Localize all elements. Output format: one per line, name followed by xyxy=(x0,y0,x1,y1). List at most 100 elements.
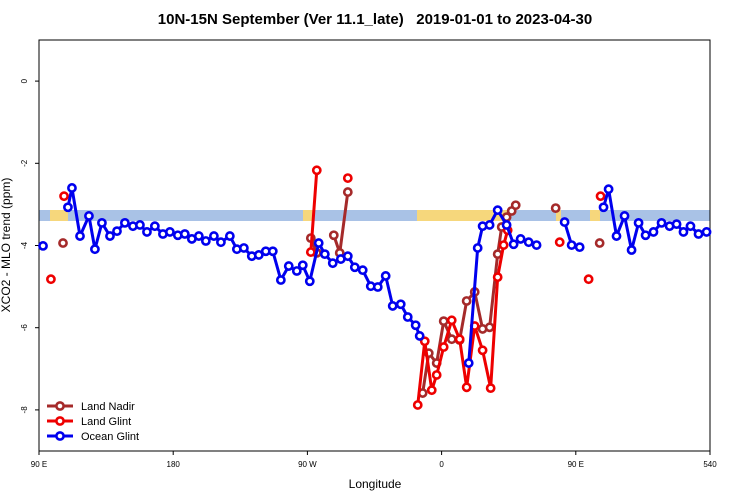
point xyxy=(446,315,457,326)
point xyxy=(485,383,496,394)
land-ocean-band xyxy=(39,210,710,221)
point xyxy=(431,370,442,380)
point xyxy=(648,227,659,237)
legend-label: Land Glint xyxy=(81,416,131,428)
point xyxy=(342,173,353,183)
chart-title: 10N-15N September (Ver 11.1_late) 2019-0… xyxy=(158,11,592,28)
point xyxy=(626,245,637,255)
point xyxy=(200,236,211,246)
point xyxy=(492,272,503,283)
legend-marker xyxy=(55,401,65,411)
y-tick-label: -6 xyxy=(20,324,29,332)
x-tick-label: 180 xyxy=(167,460,181,469)
point xyxy=(515,234,526,244)
point xyxy=(209,231,219,241)
legend-marker xyxy=(55,416,65,426)
point xyxy=(395,299,406,310)
point xyxy=(410,320,421,331)
x-tick-label: 540 xyxy=(703,460,717,469)
point xyxy=(611,231,622,241)
point xyxy=(342,187,353,197)
point xyxy=(90,244,100,255)
point xyxy=(380,271,391,281)
series xyxy=(46,165,606,410)
legend-label: Land Nadir xyxy=(81,401,135,413)
point xyxy=(492,205,503,216)
point xyxy=(193,231,204,241)
point xyxy=(438,342,449,352)
point xyxy=(484,322,495,333)
point xyxy=(414,331,425,341)
point xyxy=(454,334,465,345)
point xyxy=(305,247,316,257)
point xyxy=(619,211,630,221)
point xyxy=(119,217,130,228)
point xyxy=(412,400,423,410)
point xyxy=(463,358,474,368)
point xyxy=(633,217,644,228)
point xyxy=(583,274,594,285)
point xyxy=(510,200,521,211)
point xyxy=(678,227,689,237)
point xyxy=(305,233,316,244)
point xyxy=(84,211,94,221)
point xyxy=(253,250,264,260)
point xyxy=(105,231,115,241)
point xyxy=(387,301,398,311)
point xyxy=(693,229,704,239)
point xyxy=(640,230,651,241)
point xyxy=(484,220,495,230)
y-tick-label: -8 xyxy=(20,406,29,414)
point xyxy=(701,227,712,237)
point xyxy=(328,230,339,241)
point xyxy=(671,219,682,230)
point xyxy=(313,238,324,248)
land-patch xyxy=(417,210,510,221)
point xyxy=(508,239,519,250)
point xyxy=(656,217,667,228)
point xyxy=(501,220,512,230)
point xyxy=(267,246,278,257)
point xyxy=(179,229,190,239)
legend-marker xyxy=(55,431,65,441)
point xyxy=(438,316,449,327)
point xyxy=(224,231,235,241)
point xyxy=(598,202,609,213)
land-patch xyxy=(303,210,313,221)
land-patch xyxy=(50,210,68,221)
point xyxy=(304,276,315,287)
point xyxy=(595,191,606,202)
point xyxy=(559,217,570,227)
point xyxy=(311,165,322,176)
point xyxy=(46,274,56,285)
point xyxy=(165,227,175,237)
legend-label: Ocean Glint xyxy=(81,431,139,443)
land-patch xyxy=(556,210,561,221)
point xyxy=(216,237,226,248)
series xyxy=(38,183,712,368)
y-tick-label: -2 xyxy=(20,159,29,167)
point xyxy=(283,261,294,271)
point xyxy=(402,312,413,322)
point xyxy=(63,202,73,213)
point xyxy=(238,243,249,253)
point xyxy=(594,238,605,248)
point xyxy=(685,221,696,232)
point xyxy=(531,240,542,250)
point xyxy=(297,260,308,271)
point xyxy=(446,334,457,345)
point xyxy=(59,191,69,202)
point xyxy=(58,238,68,248)
point xyxy=(554,237,565,248)
x-tick-label: 0 xyxy=(439,460,444,469)
point xyxy=(523,237,534,248)
x-tick-label: 90 W xyxy=(298,460,317,469)
point xyxy=(75,231,85,241)
point xyxy=(112,226,122,237)
point xyxy=(275,275,286,285)
point xyxy=(149,221,160,232)
point xyxy=(38,241,48,251)
point xyxy=(603,184,614,195)
